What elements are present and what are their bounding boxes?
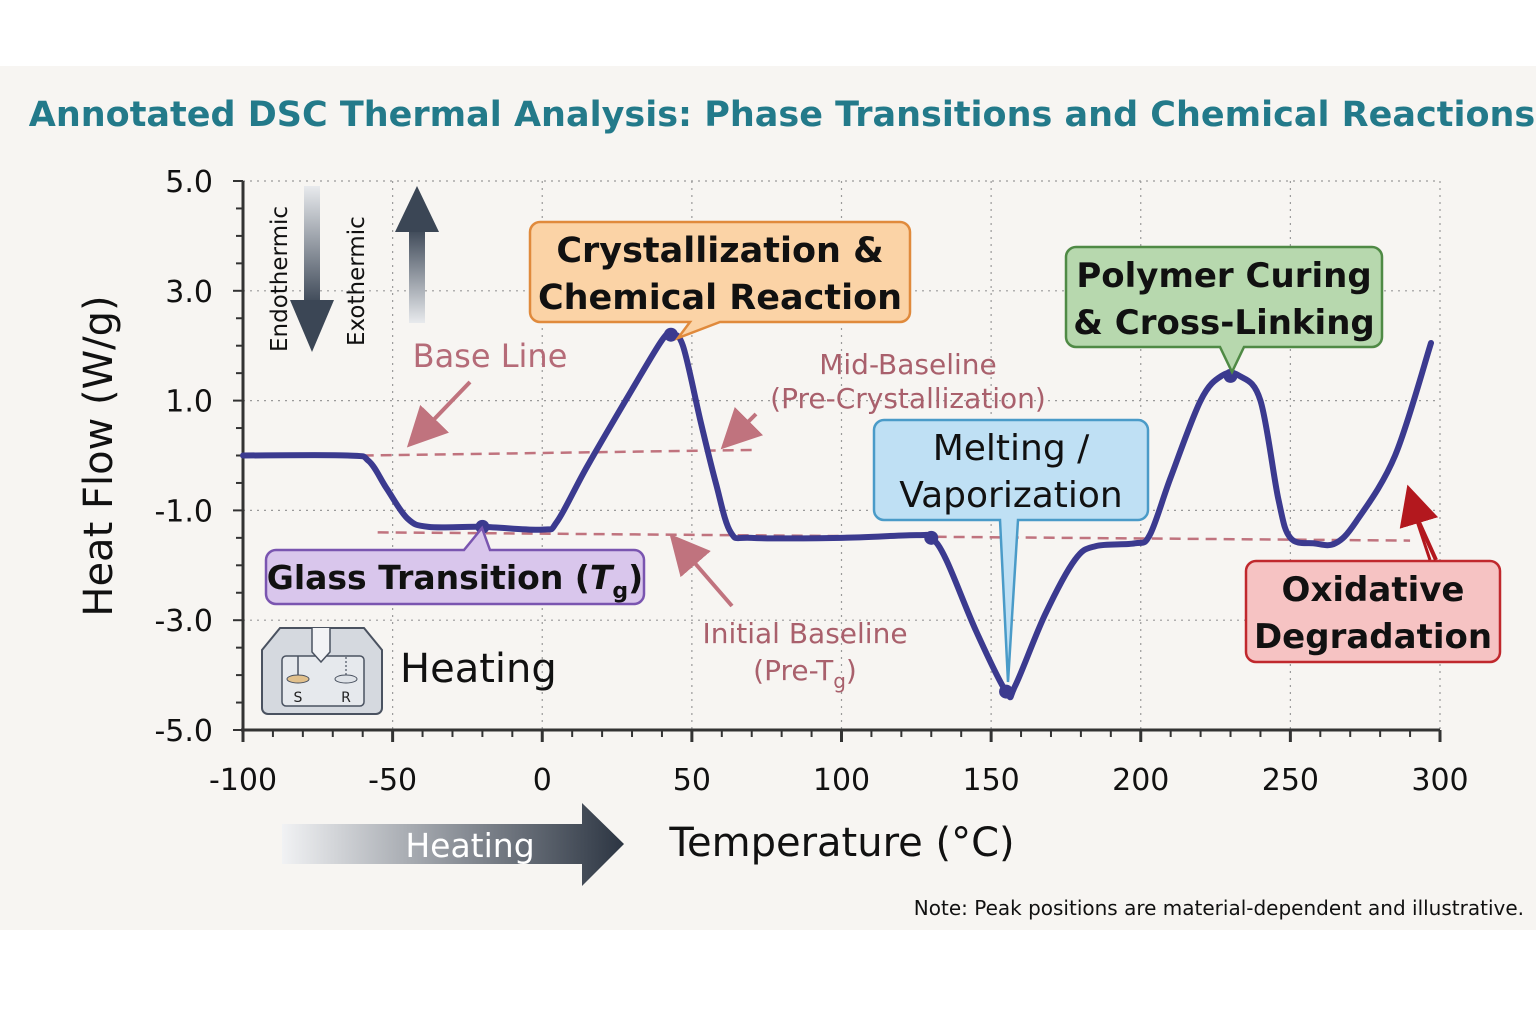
mid-baseline-label-2: (Pre-Crystallization): [770, 382, 1046, 415]
y-tick-label: -5.0: [154, 714, 213, 749]
initial-baseline-sub-label: (Pre-Tg): [753, 654, 857, 693]
chart-title: Annotated DSC Thermal Analysis: Phase Tr…: [29, 95, 1536, 135]
y-tick-label: 5.0: [165, 165, 213, 200]
x-tick-label: 150: [962, 763, 1019, 798]
oxidative-label-1: Oxidative: [1282, 570, 1465, 610]
glass-transition-label: Glass Transition (Tg): [267, 558, 644, 604]
melting-label-1: Melting /: [933, 428, 1090, 469]
y-tick-label: 3.0: [165, 275, 213, 310]
heating-arrow-icon: [282, 803, 624, 886]
curve-marker-point: [1223, 368, 1238, 383]
crystallization-label-1: Crystallization &: [556, 231, 883, 271]
heating-icon-label: Heating: [400, 646, 557, 692]
crystallization-callout: Crystallization & Chemical Reaction: [528, 220, 912, 341]
oxidative-callout: Oxidative Degradation: [1244, 484, 1502, 664]
curve-marker-point: [999, 684, 1014, 699]
x-tick-label: 50: [673, 763, 711, 798]
crystallization-label-2: Chemical Reaction: [538, 278, 902, 318]
curing-label-1: Polymer Curing: [1076, 256, 1371, 296]
initial-baseline-label: Initial Baseline: [702, 617, 907, 650]
x-tick-label: 300: [1411, 763, 1468, 798]
oxidative-label-2: Degradation: [1254, 617, 1492, 657]
oxidative-arrow: [1399, 484, 1439, 561]
footnote: Note: Peak positions are material-depend…: [914, 896, 1524, 920]
x-tick-label: -100: [209, 763, 277, 798]
y-tick-label: 1.0: [165, 385, 213, 420]
x-tick-label: 100: [813, 763, 870, 798]
glass-transition-callout: Glass Transition (Tg): [264, 525, 646, 606]
exothermic-arrow-icon: [395, 186, 439, 323]
x-tick-label: 0: [533, 763, 552, 798]
mid-baseline-arrow: [720, 406, 764, 450]
heating-arrow-label: Heating: [405, 826, 534, 865]
baseline-dashed: [377, 531, 1411, 542]
endothermic-arrow-icon: [290, 186, 334, 352]
initial-baseline-arrow: [669, 533, 734, 608]
melting-label-2: Vaporization: [899, 475, 1123, 516]
curing-callout: Polymer Curing & Cross-Linking: [1064, 245, 1384, 375]
baseline-dashed: [362, 448, 752, 457]
x-tick-label: -50: [368, 763, 417, 798]
base-line-arrow: [406, 380, 472, 448]
x-tick-label: 200: [1112, 763, 1169, 798]
melting-callout: Melting / Vaporization: [872, 418, 1150, 683]
axes: -100 -50 0 50 100 150 200 250 300 5.0 3.0 1.0 -1.0 -3…: [154, 165, 1468, 798]
curve-marker-point: [924, 530, 939, 545]
endothermic-label: Endothermic: [267, 206, 293, 352]
x-tick-label: 250: [1262, 763, 1319, 798]
dsc-curve-line: [240, 330, 1435, 701]
curing-label-2: & Cross-Linking: [1073, 303, 1374, 343]
sample-label: S: [294, 690, 303, 706]
x-axis-label: Temperature (°C): [668, 820, 1014, 866]
mid-baseline-label-1: Mid-Baseline: [819, 348, 997, 381]
y-tick-label: -1.0: [154, 494, 213, 529]
reference-label: R: [341, 690, 351, 706]
y-tick-label: -3.0: [154, 604, 213, 639]
curve-marker-point: [663, 327, 678, 342]
y-axis-label: Heat Flow (W/g): [76, 295, 122, 616]
exothermic-label: Exothermic: [344, 216, 370, 346]
dsc-instrument-icon: S R: [261, 627, 383, 715]
baselines: [362, 448, 1411, 542]
base-line-label: Base Line: [413, 337, 568, 375]
